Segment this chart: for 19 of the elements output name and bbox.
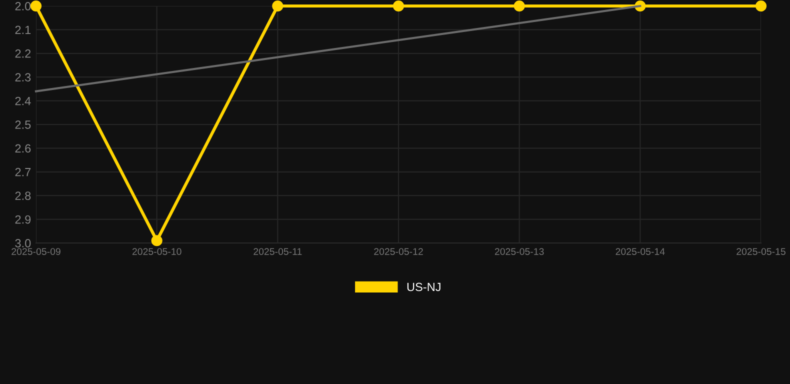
x-tick-label: 2025-05-09 [12,248,60,255]
y-tick-label: 2.5 [15,120,31,129]
y-tick-label: 2.2 [15,49,31,58]
x-tick-label: 2025-05-11 [254,248,302,255]
x-tick-label: 2025-05-15 [736,248,786,255]
y-tick-label: 2.0 [15,2,31,10]
y-tick-label: 2.7 [15,168,31,176]
y-tick-label: 2.1 [15,26,31,34]
y-tick-label: 2.8 [15,192,31,200]
y-tick-label: 2.3 [15,73,31,82]
x-tick-label: 2025-05-12 [374,248,423,255]
y-tick-label: 3.0 [15,239,31,248]
y-tick-label: 2.4 [15,96,31,106]
y-tick-label: 2.6 [15,144,31,153]
x-tick-label: 2025-05-10 [132,248,182,255]
legend-label: US-NJ [407,282,440,292]
x-tick-label: 2025-05-14 [616,248,665,255]
x-tick-label: 2025-05-13 [494,248,544,255]
y-tick-label: 2.9 [15,215,31,224]
